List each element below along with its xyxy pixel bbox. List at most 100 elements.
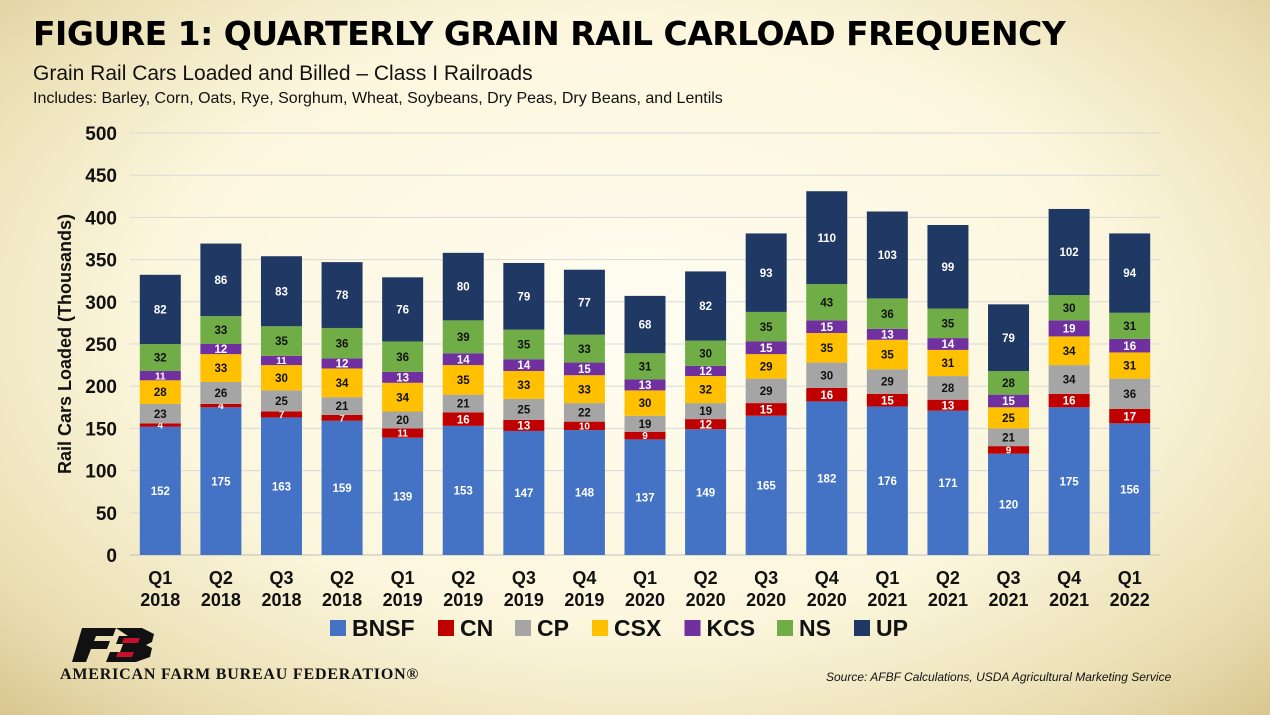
data-label: 30 [820,370,833,382]
data-label: 175 [1060,476,1080,488]
x-tick-label: Q1 [148,568,172,588]
chart-subtitle: Grain Rail Cars Loaded and Billed – Clas… [33,62,533,85]
data-label: 29 [881,377,894,389]
legend-swatch [515,620,531,636]
data-label: 16 [1063,396,1076,408]
bar-segment [321,262,363,328]
y-tick-label: 50 [96,504,117,525]
legend-swatch [438,620,454,636]
bar-segment [745,403,787,416]
data-label: 34 [336,378,349,390]
x-tick-label: 2019 [383,590,423,610]
x-tick-label: 2019 [443,590,483,610]
data-label: 33 [214,325,227,337]
x-tick-label: Q3 [754,568,778,588]
data-label: 11 [397,429,408,440]
bar-segment [866,298,908,329]
data-label: 16 [457,414,470,426]
legend-swatch [854,620,870,636]
y-tick-label: 500 [85,124,117,145]
y-tick-label: 200 [85,377,117,398]
data-label: 34 [1063,375,1076,387]
bar-segment [624,415,666,432]
data-label: 171 [938,478,958,490]
bar-segment [382,428,424,438]
bar-segment [442,412,484,426]
data-label: 153 [454,486,473,498]
data-label: 13 [942,400,955,412]
bar-segment [988,428,1030,447]
data-label: 29 [760,386,773,398]
data-label: 14 [517,360,530,372]
bar-segment [806,191,848,285]
bar-segment [988,407,1030,429]
x-tick-label: Q4 [815,568,839,588]
data-label: 12 [699,419,712,431]
x-tick-label: 2019 [564,590,604,610]
bar-segment [806,320,848,334]
data-label: 79 [517,291,530,303]
bar-segment [260,411,302,418]
data-label: 139 [393,491,412,503]
x-tick-label: Q4 [1057,568,1081,588]
bar-segment [745,311,787,342]
bar-segment [563,375,605,404]
data-label: 36 [336,338,349,350]
data-label: 22 [578,408,591,420]
data-label: 30 [1063,303,1076,315]
bar-segment [866,369,908,394]
legend-swatch [592,620,608,636]
data-label: 68 [639,320,652,332]
bar-segment [988,304,1030,372]
bar-segment [1109,378,1151,409]
chart-title: FIGURE 1: QUARTERLY GRAIN RAIL CARLOAD F… [33,14,1066,53]
data-label: 165 [757,481,777,493]
bar-segment [260,365,302,391]
bar-segment [321,414,363,421]
data-label: 13 [881,329,894,341]
data-label: 148 [575,488,595,500]
data-label: 30 [275,373,288,385]
bar-segment [685,429,727,555]
data-label: 14 [942,339,955,351]
y-tick-label: 400 [85,208,117,229]
legend-label: CN [460,615,493,641]
y-tick-label: 150 [85,419,117,440]
bar-segment [1109,312,1151,339]
bar-segment [139,344,181,372]
bar-segment [624,379,666,391]
bar-segment [685,376,727,404]
bar-segment [988,453,1030,555]
data-label: 83 [275,286,288,298]
data-label: 11 [276,356,287,367]
bar-segment [1109,338,1151,353]
bar-segment [139,371,181,381]
data-label: 82 [699,301,712,313]
data-label: 9 [642,431,648,442]
bar-segment [685,419,727,430]
afbf-logo: AMERICAN FARM BUREAU FEDERATION® [60,626,460,686]
y-tick-label: 0 [106,546,117,567]
data-label: 21 [1002,432,1015,444]
data-label: 32 [154,353,167,365]
x-tick-label: 2021 [1049,590,1089,610]
data-label: 93 [760,268,773,280]
data-label: 30 [639,398,652,410]
bar-segment [1109,408,1151,424]
data-label: 28 [942,383,955,395]
y-tick-label: 450 [85,166,117,187]
data-label: 82 [154,305,167,317]
bar-segment [1109,423,1151,555]
bar-segment [139,403,181,424]
bar-segment [927,308,969,339]
data-label: 7 [339,413,345,424]
data-label: 182 [817,473,836,485]
data-label: 78 [336,290,349,302]
data-label: 33 [214,363,227,375]
data-label: 33 [517,380,530,392]
legend-label: CP [537,615,569,641]
x-tick-label: Q2 [451,568,475,588]
x-tick-label: Q2 [330,568,354,588]
data-label: 20 [396,415,409,427]
bar-segment [200,344,242,355]
